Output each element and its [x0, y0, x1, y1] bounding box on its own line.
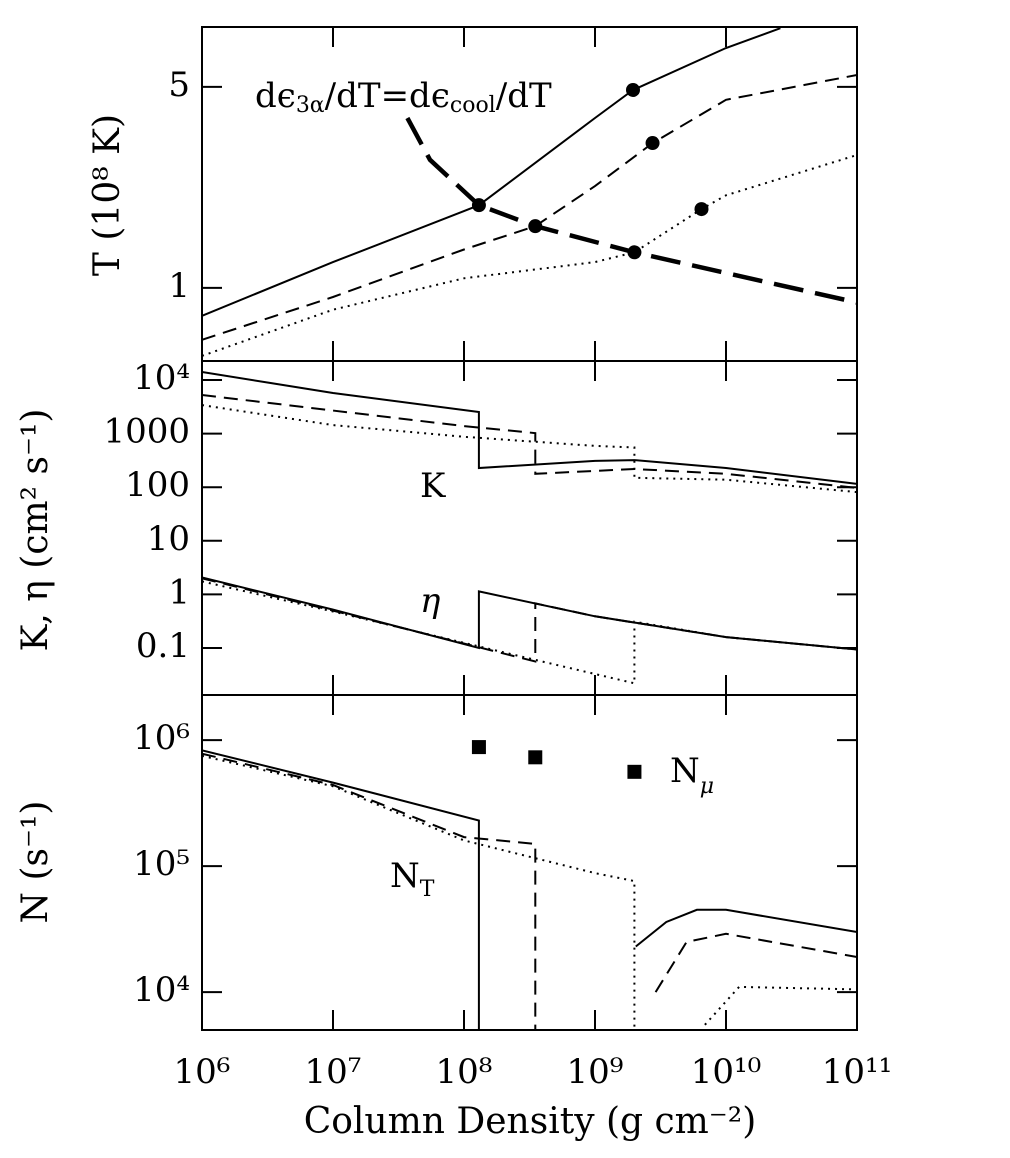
y-tick-label: 1 [168, 572, 190, 612]
line [202, 404, 857, 494]
annotation-part: /dT [496, 76, 552, 116]
y-tick-label: 10⁴ [133, 358, 190, 398]
annotation-part: N [670, 751, 700, 791]
annotation-subscript: T [420, 877, 435, 902]
marker [627, 764, 642, 779]
panel [202, 27, 857, 357]
y-tick-label: 100 [125, 465, 190, 505]
line [202, 154, 857, 357]
line [405, 116, 857, 305]
y-tick-label: 10⁵ [133, 844, 190, 884]
panel [202, 371, 857, 685]
marker [694, 202, 709, 217]
marker [528, 219, 543, 234]
y-axis-label: K, η (cm² s⁻¹) [15, 409, 56, 652]
marker [471, 740, 486, 755]
y-tick-label: 0.1 [136, 626, 190, 666]
annotation-subscript: 3α [296, 93, 325, 118]
x-tick-label: 10¹¹ [822, 1052, 893, 1092]
y-tick-label: 5 [168, 65, 190, 105]
y-tick-label: 1 [168, 266, 190, 306]
annotation: dϵ3α/dT=dϵcool/dT [255, 76, 552, 118]
x-tick-label: 10⁸ [436, 1052, 493, 1092]
y-tick-label: 10⁴ [133, 970, 190, 1010]
annotation: K [420, 466, 446, 506]
marker [627, 245, 642, 260]
line [202, 27, 781, 317]
annotation-part: dϵ [255, 76, 296, 116]
marker [528, 750, 543, 765]
line [202, 74, 857, 341]
line [202, 580, 857, 685]
marker [625, 82, 640, 97]
line [202, 576, 857, 651]
line [202, 577, 857, 663]
y-tick-label: 1000 [103, 412, 190, 452]
plot-frame [201, 694, 858, 1031]
line [202, 394, 857, 489]
annotation-part: /dT=dϵ [325, 76, 450, 116]
plot-frame [201, 360, 858, 696]
marker [471, 198, 486, 213]
annotation-part: N [390, 856, 420, 896]
x-axis-label: Column Density (g cm⁻²) [304, 1101, 757, 1142]
line [202, 749, 857, 1030]
y-tick-label: 10⁶ [133, 718, 190, 758]
annotation: NT [390, 856, 435, 902]
x-tick-label: 10¹⁰ [691, 1052, 762, 1092]
marker [645, 136, 660, 151]
panel [202, 740, 857, 1030]
x-tick-label: 10⁷ [305, 1052, 362, 1092]
x-tick-label: 10⁶ [174, 1052, 231, 1092]
y-axis-label: T (10⁸ K) [87, 114, 128, 276]
x-tick-label: 10⁹ [567, 1052, 624, 1092]
annotation-subscript: cool [450, 93, 496, 118]
annotation-subscript: μ [700, 774, 714, 799]
annotation: η [420, 581, 441, 621]
line [202, 752, 857, 1030]
line [202, 371, 857, 485]
y-axis-label: N (s⁻¹) [15, 801, 56, 924]
annotation: Nμ [670, 751, 714, 799]
y-tick-label: 10 [147, 519, 190, 559]
line [202, 754, 857, 1030]
